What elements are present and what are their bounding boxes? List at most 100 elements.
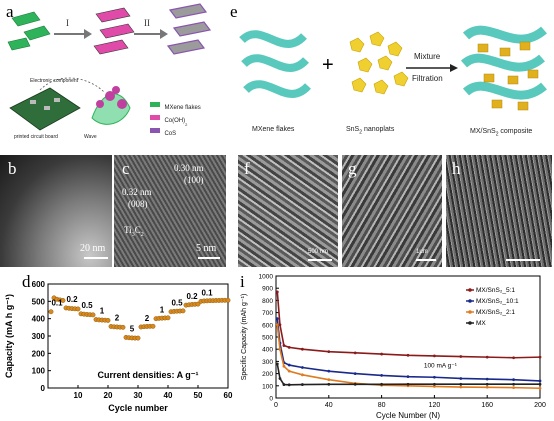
series-point-i [327,382,331,386]
legend-swatch-cos [150,128,160,134]
circuit-text-3: Wave [84,134,97,140]
panel-a-label: a [6,2,14,21]
x-tick-label-d: 30 [134,391,143,400]
series-point-i [301,383,304,386]
series-point-i [406,375,410,379]
panel-a-legend: MXene flakes Co(OH)2 CoS [150,96,201,137]
legend-swatch-mxene [150,102,160,108]
data-point-d [180,308,186,314]
step-1-label: I [66,18,69,28]
step-2-label: II [144,18,150,28]
x-tick-label-d: 20 [104,391,113,400]
annotation-current-i: 100 mA g⁻¹ [424,363,458,370]
legend-mxene: MXene flakes [164,105,201,111]
rate-label-d: 2 [115,313,120,322]
y-tick-label-i: 900 [262,286,273,293]
x-tick-label-d: 10 [74,391,83,400]
legend-marker-i [468,321,472,325]
y-tick-label-d: 500 [32,297,46,306]
rate-label-d: 0.2 [186,292,198,301]
y-tick-label-d: 400 [32,315,46,324]
scale-text-b: 20 nm [80,243,106,254]
annotation-ti3c2: Ti3C2 [124,225,144,238]
series-point-i [275,317,279,321]
scale-bar-g [416,259,436,261]
data-point-d [120,324,126,330]
legend-marker-i [468,310,472,314]
legend-cooh: Co(OH) [164,118,186,124]
circuit-text-2: printed circuit board [14,134,58,140]
legend-marker-i [468,299,472,303]
series-point-i [538,382,542,386]
y-axis-label-d: Capacity (mA h g⁻¹) [4,294,14,378]
panel-a: a I II Electronic component printed circ… [0,0,215,150]
panel-c-hrtem-image: c 0.30 nm (100) 0.32 nm (008) Ti3C2 5 nm [114,155,226,267]
y-tick-label-i: 800 [262,298,273,305]
series-point-i [512,382,515,386]
series-point-i [459,377,463,380]
plus-sign: + [322,54,334,76]
legend-swatch-cooh [150,115,160,121]
series-point-i [282,364,286,368]
scale-bar-c [198,257,220,259]
y-tick-label-i: 300 [262,359,273,366]
series-point-i [459,385,463,389]
x-tick-label-i: 200 [534,402,546,409]
y-tick-label-i: 600 [262,322,273,329]
legend-marker-i [468,288,472,292]
arrow-label-filtration: Filtration [412,74,443,83]
series-point-i [406,353,410,357]
series-point-i [485,377,489,381]
rate-label-d: 2 [145,314,150,323]
series-point-i [485,382,489,386]
caption-mxene: MXene flakes [252,126,295,133]
rate-label-d: 1 [100,307,105,316]
panel-h-sem-image: h [446,155,552,267]
series-point-i [512,356,515,360]
scale-bar-b [84,257,108,259]
data-point-d [48,309,54,315]
legend-label-i: MX/SnS₂_5:1 [476,287,515,294]
series-point-i [275,290,279,294]
series-point-i [275,323,279,327]
x-tick-label-i: 40 [325,402,333,409]
series-point-i [538,355,542,359]
series-point-i [538,386,542,390]
series-point-i [301,373,304,377]
y-tick-label-i: 700 [262,310,273,317]
series-point-i [282,383,286,386]
data-point-d [75,306,81,312]
arrow-label-mixture: Mixture [414,52,441,61]
rate-capability-chart: 0 100 200 300 400 500 600 10 20 30 40 50 60 Cycle num… [4,280,233,413]
series-point-i [459,355,463,358]
y-tick-label-d: 600 [32,280,46,289]
series-point-i [327,350,331,354]
series-point-i [433,382,436,386]
series-point-i [353,351,357,355]
caption-composite: MX/SnS2 composite [470,128,533,138]
series-point-i [459,382,463,386]
y-tick-label-i: 1000 [259,274,274,281]
series-point-i [287,363,291,367]
rate-label-d: 5 [130,324,135,333]
x-tick-label-i: 160 [481,402,493,409]
series-point-i [287,383,291,387]
y-tick-label-d: 0 [41,384,46,393]
y-tick-label-d: 200 [32,349,46,358]
legend-label-i: MX [476,320,486,327]
legend-cooh-sub: 2 [185,122,188,128]
scale-bar-h [506,259,540,261]
x-axis-label-i: Cycle Number (N) [376,411,440,420]
legend-label-i: MX/SnS₂_2:1 [476,309,515,316]
x-axis-label-d: Cycle number [108,403,168,413]
panel-i-label: i [240,272,245,291]
series-point-i [433,385,436,388]
series-point-i [380,352,383,356]
panel-g-label: g [348,159,357,178]
y-tick-label-i: 100 [262,383,273,390]
legend-label-i: MX/SnS₂_10:1 [476,298,519,305]
series-point-i [433,375,436,379]
circuit-text-1: Electronic component [30,78,79,84]
x-tick-label-i: 120 [429,402,441,409]
series-point-i [512,386,515,390]
